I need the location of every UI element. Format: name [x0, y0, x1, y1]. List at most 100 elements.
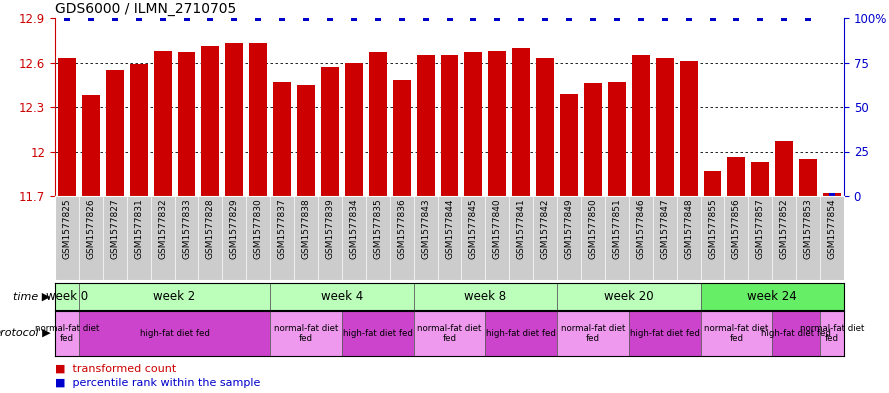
Bar [321, 67, 339, 196]
Text: GSM1577843: GSM1577843 [421, 198, 430, 259]
Bar [225, 43, 244, 196]
Text: week 8: week 8 [464, 290, 507, 303]
Bar [55, 311, 79, 356]
Bar [775, 141, 793, 196]
Bar [820, 311, 844, 356]
Text: high-fat diet fed: high-fat diet fed [761, 329, 831, 338]
Bar [823, 193, 841, 196]
Text: GSM1577829: GSM1577829 [230, 198, 239, 259]
Text: GSM1577833: GSM1577833 [182, 198, 191, 259]
Bar [608, 82, 626, 196]
Text: high-fat diet fed: high-fat diet fed [343, 329, 412, 338]
Bar [345, 62, 363, 196]
Bar [488, 51, 506, 196]
Bar [464, 52, 483, 196]
Text: GSM1577828: GSM1577828 [206, 198, 215, 259]
Bar [297, 85, 315, 196]
Text: GSM1577852: GSM1577852 [780, 198, 789, 259]
Text: normal-fat diet
fed: normal-fat diet fed [561, 324, 625, 343]
Text: GSM1577826: GSM1577826 [86, 198, 95, 259]
Bar [557, 311, 629, 356]
Text: GSM1577841: GSM1577841 [517, 198, 525, 259]
Text: GSM1577832: GSM1577832 [158, 198, 167, 259]
Text: ■  transformed count: ■ transformed count [55, 364, 176, 374]
Text: protocol ▶: protocol ▶ [0, 329, 51, 338]
Bar [485, 311, 557, 356]
Text: GSM1577842: GSM1577842 [541, 198, 549, 259]
Bar [369, 52, 387, 196]
Bar [178, 52, 196, 196]
Bar [656, 58, 674, 196]
Bar [441, 55, 459, 196]
Text: GSM1577848: GSM1577848 [685, 198, 693, 259]
Text: normal-fat diet
fed: normal-fat diet fed [417, 324, 482, 343]
Text: time ▶: time ▶ [13, 292, 51, 301]
Bar [727, 158, 745, 196]
Bar [154, 51, 172, 196]
Text: week 0: week 0 [46, 290, 88, 303]
Bar [773, 311, 820, 356]
Bar [79, 311, 270, 356]
Bar [703, 171, 722, 196]
Text: GSM1577856: GSM1577856 [732, 198, 741, 259]
Bar [560, 94, 578, 196]
Text: week 24: week 24 [748, 290, 797, 303]
Text: normal-fat diet
fed: normal-fat diet fed [704, 324, 769, 343]
Bar [79, 283, 270, 310]
Text: GSM1577825: GSM1577825 [62, 198, 71, 259]
Text: GSM1577831: GSM1577831 [134, 198, 143, 259]
Bar [82, 95, 100, 196]
Text: high-fat diet fed: high-fat diet fed [629, 329, 700, 338]
Bar [58, 58, 76, 196]
Text: GSM1577827: GSM1577827 [110, 198, 119, 259]
Text: GSM1577846: GSM1577846 [637, 198, 645, 259]
Text: GDS6000 / ILMN_2710705: GDS6000 / ILMN_2710705 [55, 2, 236, 16]
Bar [106, 70, 124, 196]
Bar [632, 55, 650, 196]
Text: GSM1577851: GSM1577851 [613, 198, 621, 259]
Bar [413, 311, 485, 356]
Bar [270, 283, 413, 310]
Text: GSM1577834: GSM1577834 [349, 198, 358, 259]
Bar [536, 58, 554, 196]
Bar [55, 283, 79, 310]
Text: high-fat diet fed: high-fat diet fed [486, 329, 557, 338]
Bar [799, 159, 817, 196]
Bar [130, 64, 148, 196]
Bar [557, 283, 701, 310]
Bar [629, 311, 701, 356]
Text: GSM1577844: GSM1577844 [445, 198, 454, 259]
Bar [393, 80, 411, 196]
Text: GSM1577857: GSM1577857 [756, 198, 765, 259]
Text: GSM1577838: GSM1577838 [301, 198, 310, 259]
Bar [342, 311, 413, 356]
Text: GSM1577840: GSM1577840 [493, 198, 501, 259]
Text: GSM1577836: GSM1577836 [397, 198, 406, 259]
Text: high-fat diet fed: high-fat diet fed [140, 329, 210, 338]
Text: ■  percentile rank within the sample: ■ percentile rank within the sample [55, 378, 260, 388]
Bar [413, 283, 557, 310]
Text: GSM1577853: GSM1577853 [804, 198, 813, 259]
Text: GSM1577854: GSM1577854 [828, 198, 837, 259]
Text: GSM1577845: GSM1577845 [469, 198, 478, 259]
Bar [273, 82, 291, 196]
Text: GSM1577850: GSM1577850 [589, 198, 597, 259]
Bar [202, 46, 220, 196]
Text: GSM1577830: GSM1577830 [253, 198, 263, 259]
Bar [701, 283, 844, 310]
Bar [417, 55, 435, 196]
Text: GSM1577839: GSM1577839 [325, 198, 334, 259]
Bar [270, 311, 342, 356]
Text: GSM1577855: GSM1577855 [708, 198, 717, 259]
Text: normal-fat diet
fed: normal-fat diet fed [274, 324, 338, 343]
Bar [249, 43, 268, 196]
Bar [701, 311, 773, 356]
Text: normal-fat diet
fed: normal-fat diet fed [35, 324, 100, 343]
Text: GSM1577837: GSM1577837 [277, 198, 286, 259]
Text: week 4: week 4 [321, 290, 363, 303]
Text: normal-fat diet
fed: normal-fat diet fed [800, 324, 864, 343]
Text: week 20: week 20 [604, 290, 653, 303]
Text: GSM1577849: GSM1577849 [565, 198, 573, 259]
Text: GSM1577847: GSM1577847 [661, 198, 669, 259]
Text: GSM1577835: GSM1577835 [373, 198, 382, 259]
